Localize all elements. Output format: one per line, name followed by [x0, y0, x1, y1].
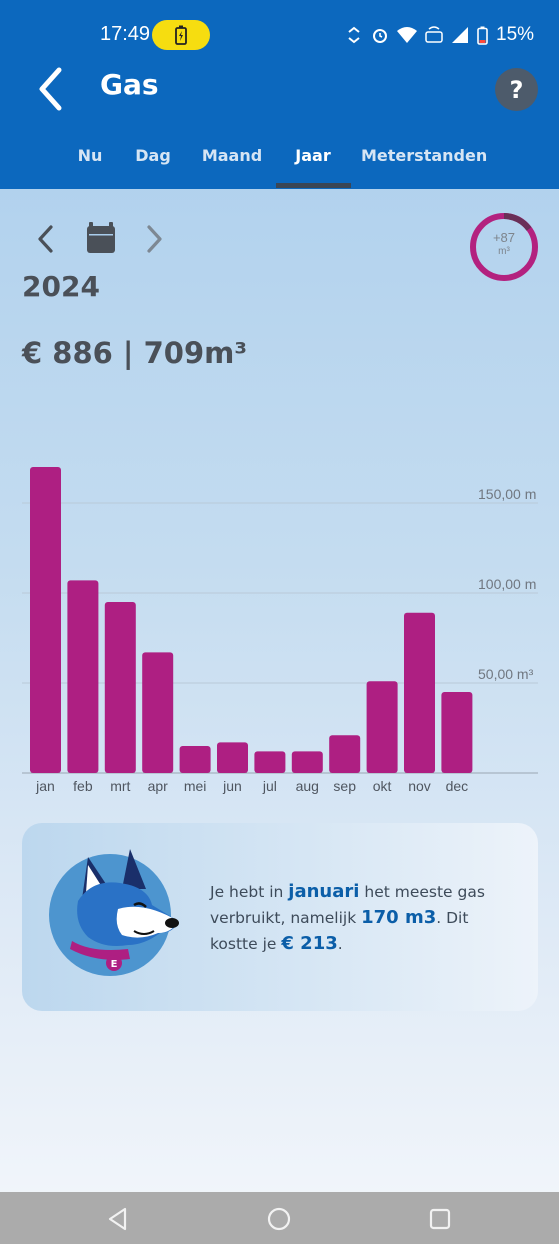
total-cost-usage: € 886 | 709m³	[22, 336, 248, 370]
bar-aug[interactable]	[291, 751, 323, 773]
year-label: 2024	[22, 270, 100, 303]
insight-month: januari	[288, 881, 360, 902]
y-tick-label: 50,00 m³	[478, 666, 534, 682]
back-button[interactable]	[32, 66, 72, 112]
system-navigation-bar	[0, 1192, 559, 1244]
x-tick-label-jun: jun	[222, 778, 242, 794]
status-icons: 15%	[345, 22, 534, 48]
bar-nov[interactable]	[404, 612, 435, 773]
wifi-icon	[397, 27, 417, 43]
insight-text-4: .	[337, 935, 343, 953]
bar-jul[interactable]	[254, 751, 286, 773]
x-tick-label-sep: sep	[333, 778, 356, 794]
chevron-right-icon	[147, 225, 162, 253]
bar-jan[interactable]	[30, 467, 61, 773]
y-tick-label: 150,00 m	[478, 486, 536, 502]
signal-icon	[452, 27, 468, 43]
difference-ring	[470, 213, 538, 281]
app-header: 17:49 15%	[0, 0, 559, 189]
calendar-button[interactable]	[86, 222, 116, 254]
x-tick-label-mrt: mrt	[110, 778, 130, 794]
sync-icon	[348, 26, 360, 44]
help-button[interactable]: ?	[495, 68, 538, 111]
page-title: Gas	[100, 68, 159, 101]
next-period-button[interactable]	[142, 224, 166, 254]
x-tick-label-feb: feb	[73, 778, 93, 794]
insight-text: Je hebt in januari het meeste gas verbru…	[210, 879, 520, 957]
alarm-icon	[373, 29, 387, 43]
system-back-button[interactable]	[105, 1206, 131, 1232]
tab-nu[interactable]: Nu	[77, 146, 103, 165]
chevron-left-icon	[38, 225, 53, 253]
x-tick-label-aug: aug	[296, 778, 319, 794]
bar-jun[interactable]	[217, 742, 248, 773]
x-tick-label-nov: nov	[408, 778, 431, 794]
tab-maand[interactable]: Maand	[201, 146, 263, 165]
battery-percentage: 15%	[496, 24, 535, 45]
insight-cost: € 213	[281, 933, 338, 954]
bar-apr[interactable]	[142, 652, 174, 773]
fox-mascot-icon: E	[49, 849, 179, 976]
insight-text-2: het meeste gas verbruikt, namelijk	[210, 883, 485, 927]
difference-unit: m³	[498, 246, 510, 257]
battery-icon	[477, 26, 488, 45]
yearly-usage-chart: 50,00 m³ 100,00 m 150,00 m jan feb mrt apr mei…	[22, 467, 538, 794]
insight-text-1: Je hebt in	[210, 883, 289, 901]
tab-jaar[interactable]: Jaar	[295, 146, 331, 165]
battery-charging-icon	[175, 25, 187, 45]
bar-feb[interactable]	[67, 580, 99, 773]
tab-meterstanden[interactable]: Meterstanden	[361, 146, 488, 165]
status-time: 17:49	[100, 23, 151, 45]
y-tick-label: 100,00 m	[478, 576, 536, 592]
x-tick-label-okt: okt	[373, 778, 392, 794]
system-recents-button[interactable]	[427, 1206, 453, 1232]
question-icon: ?	[509, 75, 524, 104]
bar-mrt[interactable]	[104, 602, 136, 773]
bar-dec[interactable]	[441, 692, 473, 773]
mascot-tag-label: E	[111, 959, 118, 970]
volte-icon	[425, 26, 443, 43]
insight-usage: 170 m3	[361, 907, 437, 928]
difference-value: +87	[492, 230, 516, 245]
x-tick-label-dec: dec	[446, 778, 469, 794]
insight-text-3: . Dit kostte je	[210, 909, 469, 953]
x-tick-label-apr: apr	[148, 778, 169, 794]
x-tick-label-mei: mei	[184, 778, 207, 794]
difference-label: +87 m³	[469, 231, 539, 259]
chevron-left-icon	[39, 67, 62, 111]
system-home-button[interactable]	[266, 1206, 292, 1232]
bar-mei[interactable]	[179, 746, 211, 773]
bar-okt[interactable]	[366, 681, 398, 773]
tab-dag[interactable]: Dag	[135, 146, 171, 165]
bar-sep[interactable]	[329, 735, 361, 773]
calendar-icon	[87, 222, 115, 253]
x-tick-label-jan: jan	[35, 778, 55, 794]
active-tab-indicator	[276, 183, 351, 188]
x-tick-label-jul: jul	[262, 778, 277, 794]
battery-saver-indicator	[152, 20, 210, 50]
previous-period-button[interactable]	[34, 224, 58, 254]
